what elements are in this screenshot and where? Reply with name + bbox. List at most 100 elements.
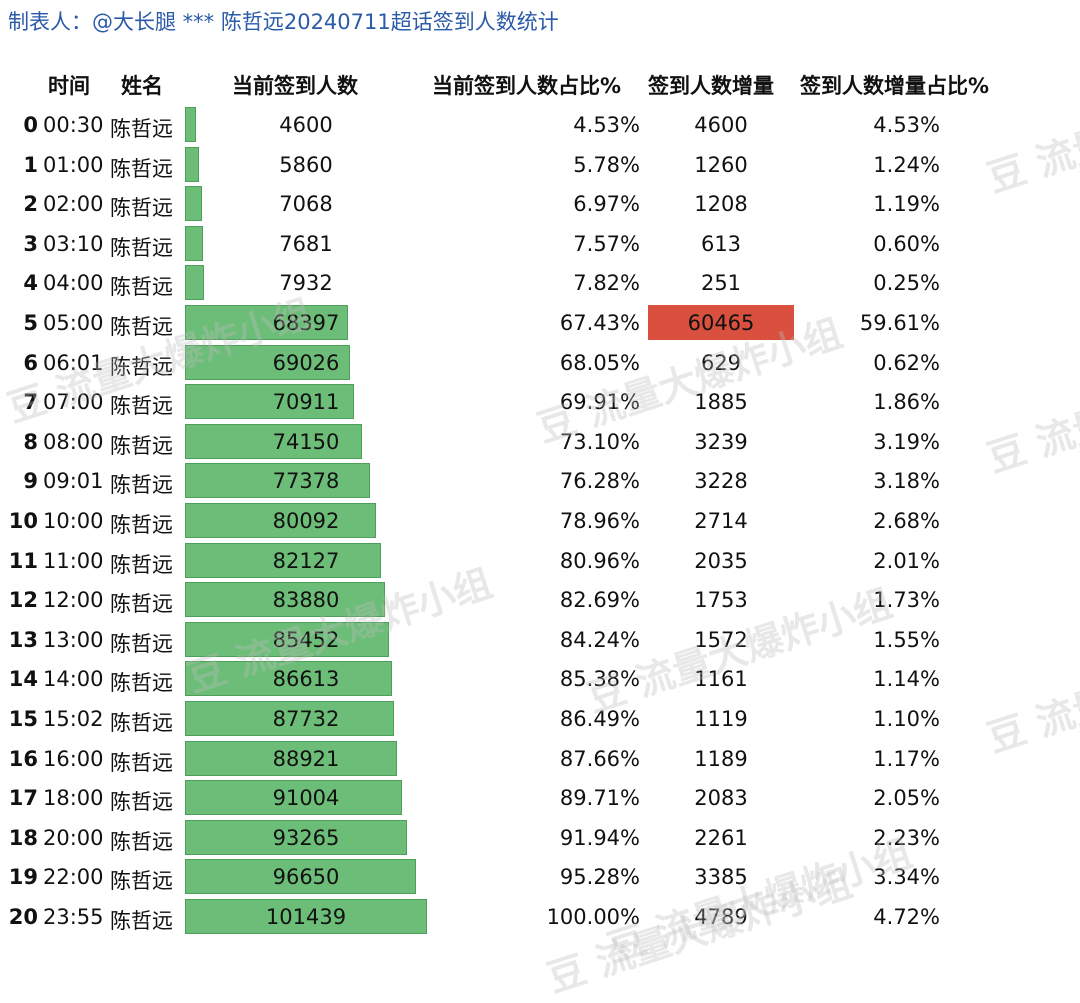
row-index: 3	[23, 231, 38, 256]
count-cell: 4600	[279, 113, 333, 137]
table-row: 20 23:55 陈哲远 101439 100.00% 4789 4.72%	[0, 897, 1080, 937]
name-cell: 陈哲远	[110, 592, 173, 617]
increase-cell: 2714	[694, 509, 748, 533]
count-cell: 86613	[272, 667, 340, 692]
count-bar	[185, 305, 349, 340]
time-cell: 20:00	[43, 825, 104, 850]
count-bar	[185, 819, 408, 855]
table-row: 3 03:10 陈哲远 7681 7.57% 613 0.60%	[0, 224, 1080, 264]
count-pct-cell: 87.66%	[559, 746, 640, 771]
count-cell: 87732	[272, 707, 340, 731]
count-cell: 5860	[279, 152, 333, 177]
row-index: 16	[8, 746, 38, 771]
increase-pct-cell: 0.60%	[873, 231, 940, 256]
table-row: 2 02:00 陈哲远 7068 6.97% 1208 1.19%	[0, 184, 1080, 224]
count-cell: 80092	[272, 509, 340, 533]
increase-pct-cell: 0.62%	[873, 350, 940, 375]
row-index: 20	[8, 905, 38, 929]
increase-pct-cell: 59.61%	[859, 311, 940, 335]
increase-pct-cell: 1.24%	[873, 152, 940, 177]
count-cell: 69026	[272, 350, 340, 375]
table-row: 10 10:00 陈哲远 80092 78.96% 2714 2.68%	[0, 501, 1080, 541]
name-cell: 陈哲远	[110, 196, 173, 221]
increase-cell: 4789	[694, 905, 748, 929]
count-bar	[185, 859, 416, 895]
count-cell: 82127	[272, 548, 340, 573]
name-cell: 陈哲远	[110, 473, 173, 498]
increase-pct-cell: 1.19%	[873, 192, 940, 217]
count-bar	[185, 899, 427, 934]
header-increase-pct: 签到人数增量占比%	[800, 74, 990, 98]
name-cell: 陈哲远	[110, 552, 173, 577]
row-index: 13	[8, 627, 38, 652]
count-bar	[185, 423, 362, 459]
page-title: 制表人：@大长腿 *** 陈哲远20240711超话签到人数统计	[8, 10, 559, 34]
row-index: 6	[23, 350, 38, 375]
count-cell: 74150	[272, 429, 340, 454]
increase-cell: 1885	[694, 390, 748, 415]
count-pct-cell: 85.38%	[559, 667, 640, 692]
name-cell: 陈哲远	[110, 790, 173, 815]
count-pct-cell: 95.28%	[559, 865, 640, 890]
name-cell: 陈哲远	[110, 750, 173, 775]
row-index: 17	[8, 786, 38, 811]
count-pct-cell: 7.57%	[573, 231, 640, 256]
time-cell: 16:00	[43, 746, 104, 771]
count-bar	[185, 107, 196, 142]
name-cell: 陈哲远	[110, 156, 173, 181]
name-cell: 陈哲远	[110, 631, 173, 656]
increase-highlight	[648, 305, 794, 340]
count-bar	[185, 621, 389, 657]
count-pct-cell: 100.00%	[546, 905, 640, 929]
name-cell: 陈哲远	[110, 117, 173, 141]
time-cell: 10:00	[43, 509, 104, 533]
increase-cell: 4600	[694, 113, 748, 137]
count-cell: 93265	[272, 825, 340, 850]
increase-cell: 1119	[694, 707, 748, 731]
increase-cell: 1189	[694, 746, 748, 771]
count-cell: 7932	[279, 271, 333, 296]
time-cell: 15:02	[43, 707, 104, 731]
increase-pct-cell: 1.10%	[873, 707, 940, 731]
count-cell: 85452	[272, 627, 340, 652]
header-increase: 签到人数增量	[648, 74, 774, 98]
row-index: 5	[23, 311, 38, 335]
table-row: 14 14:00 陈哲远 86613 85.38% 1161 1.14%	[0, 659, 1080, 699]
increase-pct-cell: 2.05%	[873, 786, 940, 811]
row-index: 1	[23, 152, 38, 177]
row-index: 11	[8, 548, 38, 573]
table-row: 17 18:00 陈哲远 91004 89.71% 2083 2.05%	[0, 778, 1080, 818]
count-pct-cell: 84.24%	[559, 627, 640, 652]
row-index: 18	[8, 825, 38, 850]
time-cell: 14:00	[43, 667, 104, 692]
name-cell: 陈哲远	[110, 394, 173, 419]
count-bar	[185, 582, 386, 618]
name-cell: 陈哲远	[110, 235, 173, 260]
table-row: 5 05:00 陈哲远 68397 67.43% 60465 59.61%	[0, 303, 1080, 343]
count-cell: 7068	[279, 192, 333, 217]
increase-pct-cell: 4.72%	[873, 905, 940, 929]
table-row: 8 08:00 陈哲远 74150 73.10% 3239 3.19%	[0, 422, 1080, 462]
increase-pct-cell: 1.86%	[873, 390, 940, 415]
time-cell: 23:55	[43, 905, 104, 929]
increase-cell: 1161	[694, 667, 748, 692]
count-bar	[185, 740, 398, 776]
table-row: 9 09:01 陈哲远 77378 76.28% 3228 3.18%	[0, 461, 1080, 501]
time-cell: 03:10	[43, 231, 104, 256]
time-cell: 11:00	[43, 548, 104, 573]
table-row: 15 15:02 陈哲远 87732 86.49% 1119 1.10%	[0, 699, 1080, 739]
table-row: 4 04:00 陈哲远 7932 7.82% 251 0.25%	[0, 263, 1080, 303]
header-count-pct: 当前签到人数占比%	[432, 74, 622, 98]
table-row: 16 16:00 陈哲远 88921 87.66% 1189 1.17%	[0, 739, 1080, 779]
increase-pct-cell: 2.68%	[873, 509, 940, 533]
increase-pct-cell: 4.53%	[873, 113, 940, 137]
increase-cell: 613	[700, 231, 742, 256]
name-cell: 陈哲远	[110, 354, 173, 379]
count-bar	[185, 225, 204, 261]
time-cell: 04:00	[43, 271, 104, 296]
table-row: 7 07:00 陈哲远 70911 69.91% 1885 1.86%	[0, 382, 1080, 422]
increase-cell: 1208	[694, 192, 748, 217]
increase-cell: 1260	[694, 152, 748, 177]
increase-pct-cell: 3.18%	[873, 469, 940, 494]
count-cell: 88921	[272, 746, 340, 771]
